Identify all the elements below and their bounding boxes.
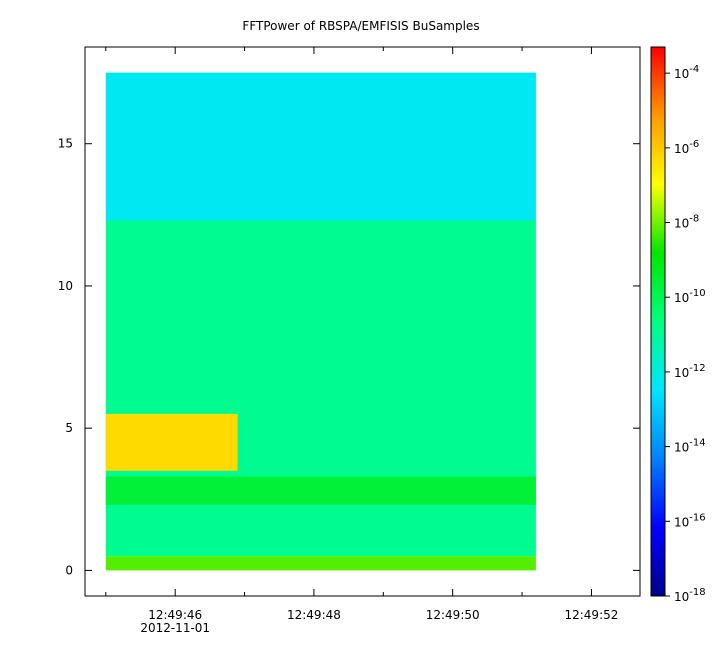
y-tick-label: 10 [58, 279, 73, 293]
y-tick-label: 15 [58, 137, 73, 151]
colorbar-gradient [650, 46, 666, 597]
x-tick-label: 12:49:48 [287, 608, 341, 622]
colorbar-tick-label: 10-8 [674, 214, 699, 231]
colorbar-tick-label: 10-18 [674, 587, 706, 604]
x-tick-sublabel: 2012-11-01 [140, 621, 210, 635]
heatmap-region-3 [105, 556, 536, 571]
x-tick-label: 12:49:46 [148, 608, 202, 622]
y-tick-label: 5 [65, 421, 73, 435]
plot-area [105, 72, 536, 571]
heatmap-region-0 [105, 72, 536, 221]
colorbar-tick-label: 10-6 [674, 139, 699, 156]
plot-frame [84, 46, 641, 597]
x-tick-label: 12:49:50 [426, 608, 480, 622]
colorbar-tick-label: 10-14 [674, 438, 706, 455]
x-tick-label: 12:49:52 [564, 608, 618, 622]
heatmap-region-1 [105, 220, 536, 557]
y-tick-label: 0 [65, 563, 73, 577]
heatmap-region-2 [105, 476, 536, 505]
colorbar-tick-label: 10-4 [674, 64, 699, 81]
colorbar-tick-label: 10-10 [674, 288, 706, 305]
colorbar-tick-label: 10-12 [674, 363, 706, 380]
colorbar-tick-label: 10-16 [674, 512, 706, 529]
heatmap-region-4 [105, 413, 238, 471]
chart-title: FFTPower of RBSPA/EMFISIS BuSamples [242, 19, 479, 33]
colorbar: 10-4 10-6 10-8 10-10 10-12 10-14 10-16 10-18 [650, 46, 706, 604]
